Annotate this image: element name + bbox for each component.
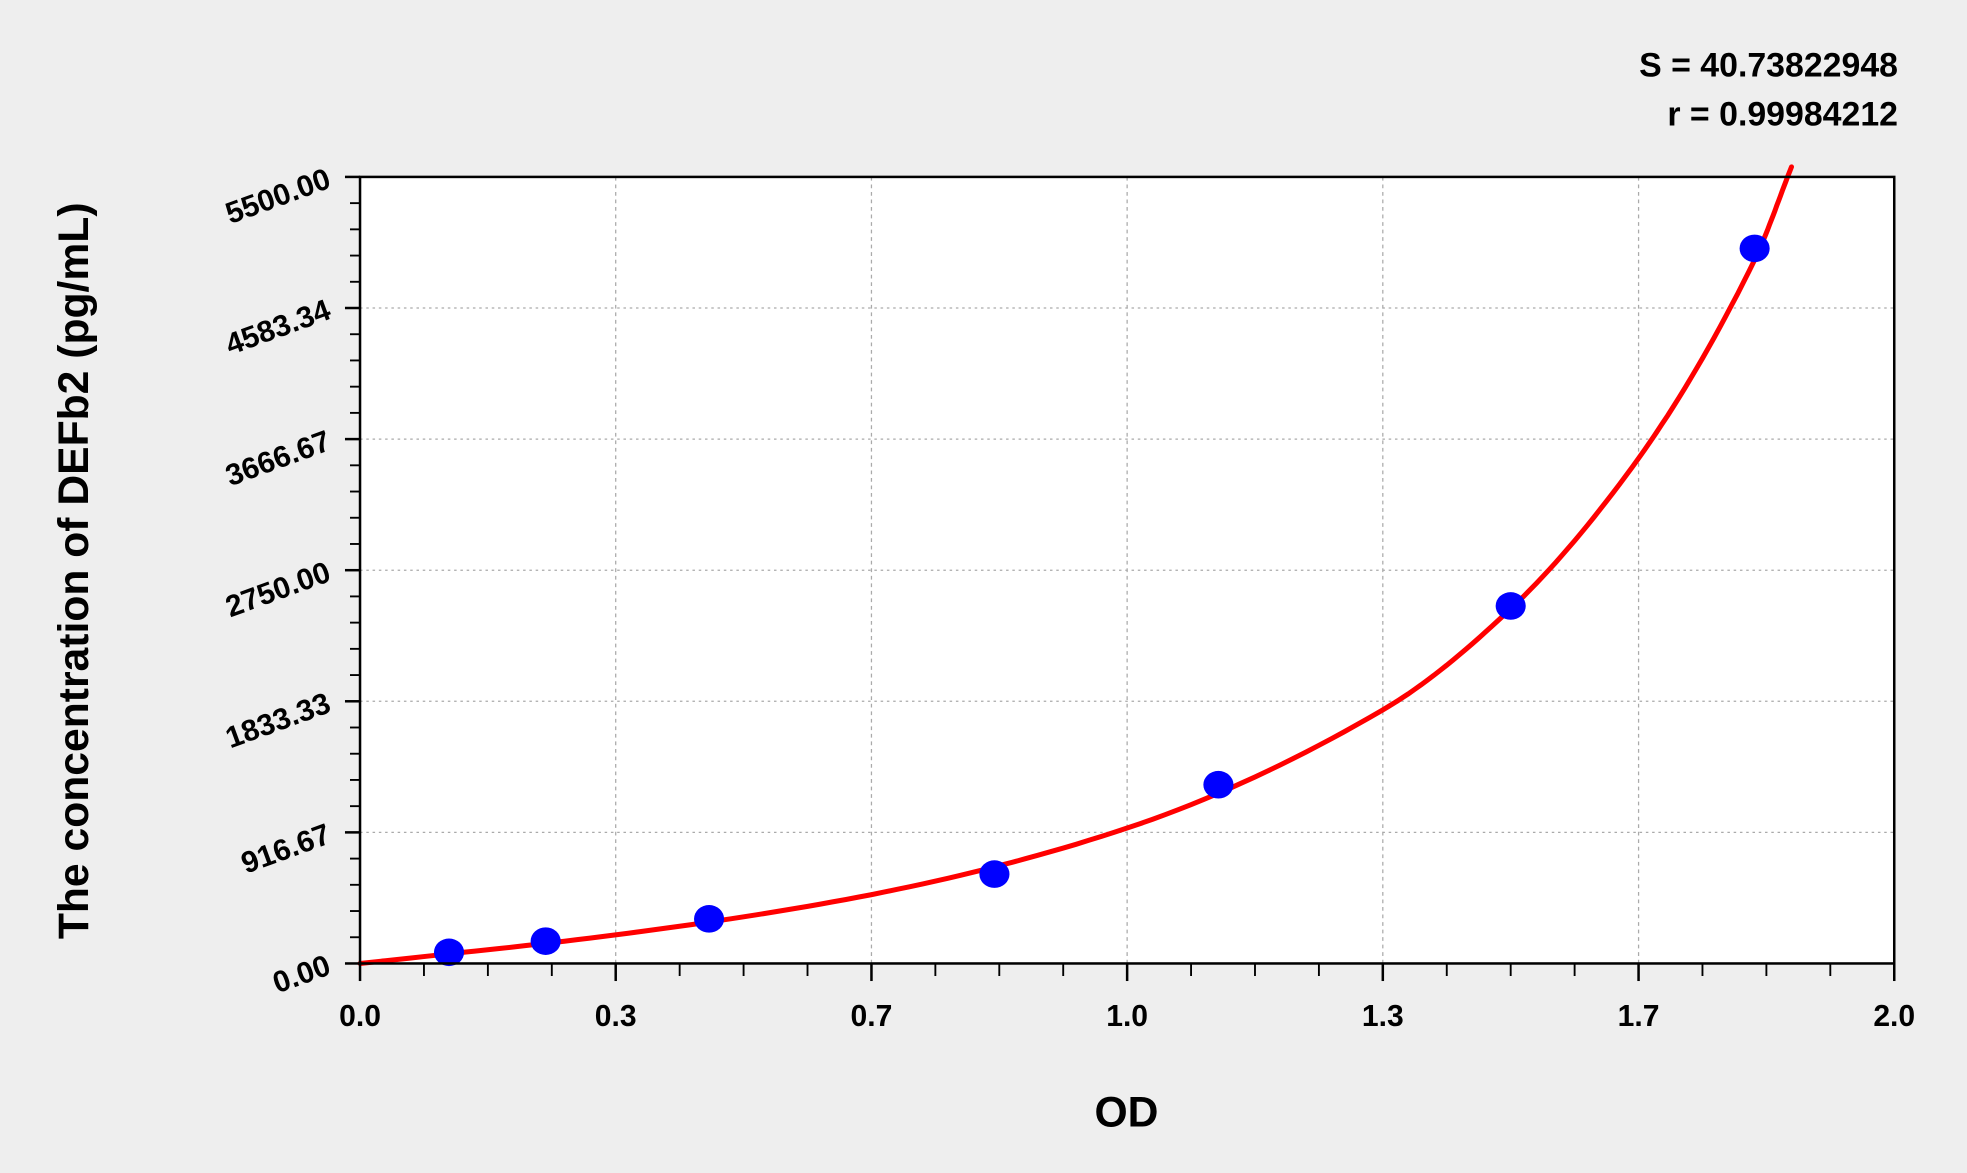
data-point [1203, 770, 1234, 799]
data-point [979, 860, 1010, 888]
y-axis-label: The concentration of DEFb2 (pg/mL) [50, 202, 98, 939]
x-tick-label: 1.7 [1618, 1000, 1660, 1033]
x-tick-label: 0.3 [595, 1000, 637, 1033]
y-tick-label: 3666.67 [221, 425, 335, 493]
data-point [694, 905, 725, 933]
data-point [433, 938, 465, 967]
y-tick-label: 2750.00 [221, 556, 335, 624]
x-axis-label: OD [1095, 1089, 1159, 1137]
x-tick-label: 0.7 [851, 1000, 893, 1033]
stat-s: S = 40.73822948 [1639, 47, 1898, 85]
x-tick-label: 1.3 [1362, 1000, 1404, 1033]
x-tick-label: 1.0 [1106, 1000, 1148, 1033]
x-tick-label: 0.0 [339, 1000, 381, 1033]
y-tick-label: 4583.34 [221, 294, 335, 362]
x-tick-label: 2.0 [1873, 1000, 1915, 1033]
stat-r: r = 0.99984212 [1667, 95, 1898, 133]
data-point [530, 927, 561, 955]
y-tick-label: 5500.00 [221, 163, 335, 231]
y-tick-label: 916.67 [237, 818, 335, 880]
y-tick-label: 1833.33 [221, 687, 335, 755]
data-point [1739, 234, 1770, 263]
y-tick-label: 0.00 [268, 949, 334, 1000]
data-point [1495, 592, 1526, 620]
